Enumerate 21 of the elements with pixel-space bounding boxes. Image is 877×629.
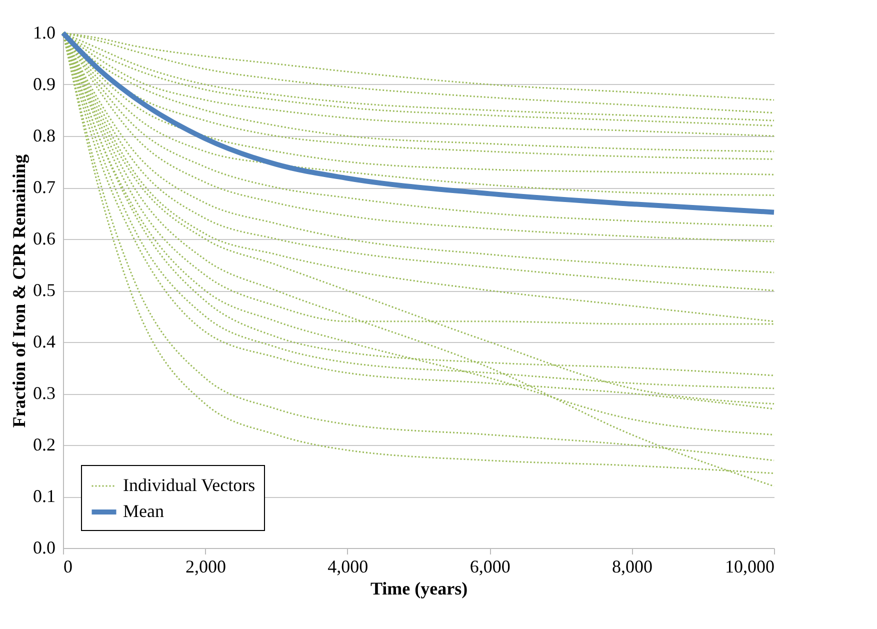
x-tick-label: 10,000 <box>725 556 774 576</box>
y-tick-label: 0.9 <box>33 74 56 94</box>
y-tick-label: 0.0 <box>33 538 56 558</box>
y-axis-title: Fraction of Iron & CPR Remaining <box>9 154 29 428</box>
x-tick-label: 0 <box>64 556 72 576</box>
x-tick-label: 2,000 <box>185 556 226 576</box>
x-axis-title: Time (years) <box>370 578 468 598</box>
legend-label: Mean <box>123 501 164 521</box>
x-tick-label: 8,000 <box>612 556 653 576</box>
y-tick-label: 0.3 <box>33 383 56 403</box>
y-tick-label: 0.5 <box>33 280 56 300</box>
legend-label: Individual Vectors <box>123 475 256 495</box>
y-tick-label: 0.2 <box>33 434 56 454</box>
y-tick-label: 0.7 <box>33 177 56 197</box>
y-tick-label: 0.1 <box>33 486 56 506</box>
x-tick-label: 4,000 <box>328 556 368 576</box>
y-tick-label: 0.6 <box>33 228 56 248</box>
y-tick-label: 1.0 <box>33 22 56 42</box>
x-tick-label: 6,000 <box>470 556 510 576</box>
y-tick-label: 0.4 <box>33 332 56 352</box>
y-tick-label: 0.8 <box>33 126 56 146</box>
